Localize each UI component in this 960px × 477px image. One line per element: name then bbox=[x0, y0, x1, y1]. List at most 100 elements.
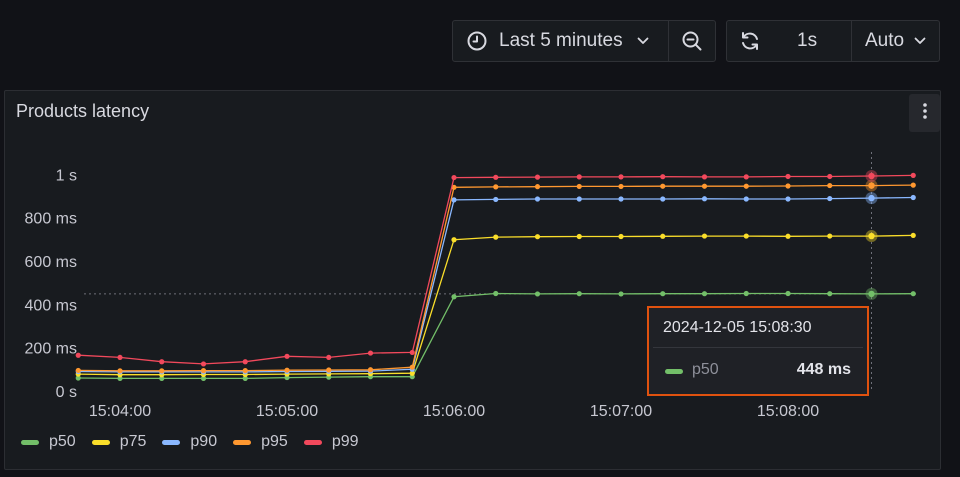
data-point-p99 bbox=[117, 354, 123, 361]
data-point-p50 bbox=[701, 291, 708, 297]
chart-legend: p50 p75 p90 p95 p99 bbox=[21, 433, 375, 451]
data-point-p90 bbox=[534, 196, 541, 202]
more-vertical-icon bbox=[922, 102, 928, 125]
y-tick-label: 600 ms bbox=[25, 254, 77, 271]
refresh-button[interactable]: 1s bbox=[727, 21, 852, 61]
data-point-p95 bbox=[701, 183, 708, 189]
data-point-p90 bbox=[493, 196, 499, 203]
legend-item-p50[interactable]: p50 bbox=[21, 433, 76, 451]
data-point-p75 bbox=[618, 233, 624, 240]
data-point-p75 bbox=[576, 233, 582, 240]
data-point-p75 bbox=[827, 233, 833, 239]
data-point-p99 bbox=[451, 174, 457, 181]
legend-swatch bbox=[162, 439, 181, 445]
data-point-p95 bbox=[409, 364, 415, 370]
data-point-p50 bbox=[242, 375, 248, 382]
data-point-p99 bbox=[534, 174, 541, 180]
legend-label: p95 bbox=[261, 433, 288, 450]
time-range-label: Last 5 minutes bbox=[499, 30, 623, 51]
tooltip-divider bbox=[653, 347, 863, 348]
data-point-p50 bbox=[75, 375, 81, 381]
time-range-button[interactable]: Last 5 minutes bbox=[453, 21, 669, 61]
data-point-p75 bbox=[785, 233, 791, 239]
data-point-p50 bbox=[743, 290, 749, 297]
y-tick-label: 800 ms bbox=[25, 211, 77, 228]
data-point-p90 bbox=[576, 196, 582, 202]
data-point-p90 bbox=[660, 196, 666, 202]
data-point-p75 bbox=[660, 233, 666, 239]
legend-label: p99 bbox=[331, 433, 359, 450]
data-point-p95 bbox=[785, 183, 791, 189]
data-point-p90 bbox=[827, 195, 833, 202]
zoom-out-button[interactable] bbox=[669, 21, 715, 61]
data-point-p99 bbox=[493, 174, 499, 180]
data-point-p50 bbox=[200, 375, 207, 382]
data-point-p90 bbox=[451, 197, 457, 203]
data-point-p95 bbox=[743, 183, 749, 189]
panel-title: Products latency bbox=[16, 101, 150, 121]
data-point-p50 bbox=[534, 291, 541, 297]
legend-item-p99[interactable]: p99 bbox=[303, 433, 359, 451]
data-point-p95 bbox=[910, 182, 916, 188]
data-point-p99 bbox=[200, 361, 207, 367]
data-point-p75 bbox=[534, 234, 541, 240]
hover-point-p90 bbox=[868, 194, 875, 202]
data-point-p95 bbox=[451, 184, 457, 190]
panel-menu-button[interactable] bbox=[909, 94, 940, 132]
data-point-p50 bbox=[618, 291, 624, 297]
clock-icon bbox=[466, 30, 488, 52]
latency-panel: Products latency bbox=[4, 90, 941, 470]
data-point-p75 bbox=[910, 232, 916, 239]
data-point-p75 bbox=[451, 237, 457, 243]
data-point-p90 bbox=[910, 194, 916, 201]
data-point-p95 bbox=[284, 367, 290, 373]
hover-point-p99 bbox=[868, 172, 875, 180]
data-point-p99 bbox=[159, 359, 165, 365]
data-point-p95 bbox=[576, 183, 582, 190]
data-point-p95 bbox=[660, 183, 666, 189]
data-point-p99 bbox=[326, 354, 332, 361]
legend-swatch bbox=[91, 439, 110, 445]
data-point-p99 bbox=[75, 352, 81, 358]
data-point-p75 bbox=[701, 233, 708, 239]
data-point-p90 bbox=[785, 196, 791, 202]
zoom-out-icon bbox=[681, 30, 703, 52]
x-tick-label: 15:06:00 bbox=[423, 403, 485, 420]
time-range-picker[interactable]: Last 5 minutes bbox=[452, 20, 716, 62]
legend-label: p75 bbox=[119, 433, 147, 450]
data-point-p95 bbox=[534, 184, 541, 190]
data-point-p50 bbox=[785, 290, 791, 297]
data-point-p95 bbox=[242, 368, 248, 374]
hover-point-p50 bbox=[868, 290, 875, 298]
refresh-picker[interactable]: 1s Auto bbox=[726, 20, 940, 62]
data-point-p99 bbox=[827, 173, 833, 180]
data-point-p90 bbox=[701, 196, 708, 202]
refresh-interval-dropdown[interactable]: Auto bbox=[852, 21, 939, 61]
data-point-p99 bbox=[409, 349, 415, 356]
data-point-p95 bbox=[159, 368, 165, 374]
hover-point-p95 bbox=[868, 182, 875, 189]
x-tick-label: 15:08:00 bbox=[757, 403, 819, 420]
legend-item-p75[interactable]: p75 bbox=[91, 433, 147, 451]
x-tick-label: 15:05:00 bbox=[256, 403, 318, 420]
tooltip-series-swatch bbox=[665, 369, 683, 374]
tooltip-value: 448 ms bbox=[796, 361, 851, 378]
chevron-down-icon bbox=[637, 37, 649, 45]
legend-item-p90[interactable]: p90 bbox=[162, 433, 217, 451]
data-point-p50 bbox=[660, 291, 666, 297]
legend-swatch bbox=[303, 439, 322, 445]
y-tick-label: 1 s bbox=[56, 167, 77, 184]
data-point-p50 bbox=[159, 375, 165, 382]
hover-point-p75 bbox=[868, 232, 875, 240]
hover-tooltip: 2024-12-05 15:08:30 p50 448 ms bbox=[647, 306, 869, 396]
x-tick-label: 15:07:00 bbox=[590, 403, 652, 420]
data-point-p95 bbox=[493, 184, 499, 190]
data-point-p50 bbox=[493, 290, 499, 297]
data-point-p95 bbox=[75, 367, 81, 374]
legend-item-p95[interactable]: p95 bbox=[233, 433, 288, 451]
data-point-p75 bbox=[409, 370, 415, 376]
legend-label: p90 bbox=[190, 433, 218, 450]
y-tick-label: 0 s bbox=[56, 384, 77, 401]
data-point-p99 bbox=[785, 173, 791, 180]
